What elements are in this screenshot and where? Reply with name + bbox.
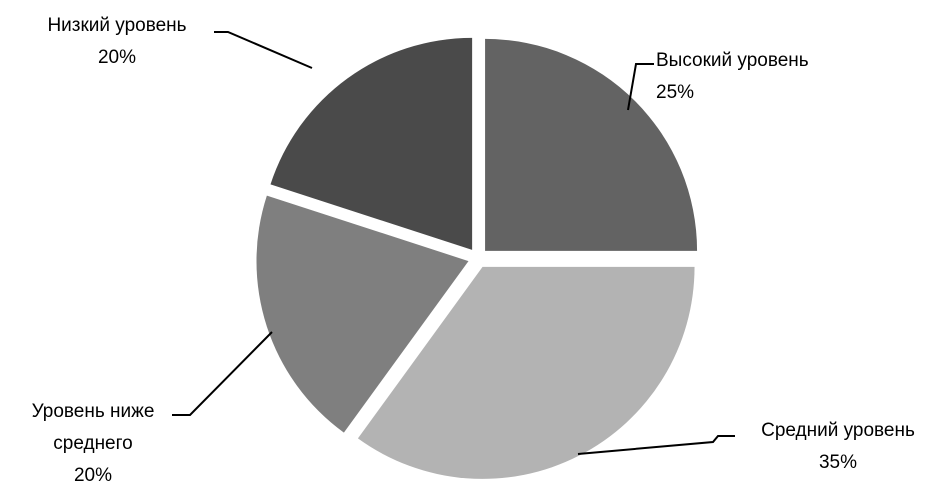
pie-slices bbox=[256, 37, 698, 479]
slice-label-text: Низкий уровень bbox=[47, 15, 186, 36]
leader-line-1 bbox=[627, 63, 654, 111]
pie-slice-4 bbox=[270, 37, 473, 250]
slice-label-text: Средний уровень bbox=[761, 420, 915, 441]
leader-line-4 bbox=[214, 31, 313, 69]
slice-value-label: 35% bbox=[819, 452, 857, 473]
leader-line-3 bbox=[172, 331, 273, 416]
pie-slice-2 bbox=[357, 266, 695, 479]
slice-label-text: среднего bbox=[53, 433, 132, 454]
slice-value-label: 20% bbox=[98, 47, 136, 68]
data-label-2: Средний уровень 35% bbox=[761, 420, 915, 473]
data-labels: Высокий уровень 25% Средний уровень 35% Уров… bbox=[32, 15, 915, 484]
pie-slice-3 bbox=[256, 195, 469, 433]
pie-slice-1 bbox=[485, 38, 698, 251]
slice-value-label: 20% bbox=[74, 465, 112, 484]
data-label-1: Высокий уровень 25% bbox=[656, 50, 809, 103]
slice-label-text: Высокий уровень bbox=[656, 50, 809, 71]
data-label-3: Уровень ниже среднего 20% bbox=[32, 401, 155, 484]
leader-line-2 bbox=[577, 435, 735, 455]
data-label-4: Низкий уровень 20% bbox=[47, 15, 186, 68]
slice-value-label: 25% bbox=[656, 82, 694, 103]
leader-lines bbox=[172, 31, 735, 455]
slice-label-text: Уровень ниже bbox=[32, 401, 155, 422]
